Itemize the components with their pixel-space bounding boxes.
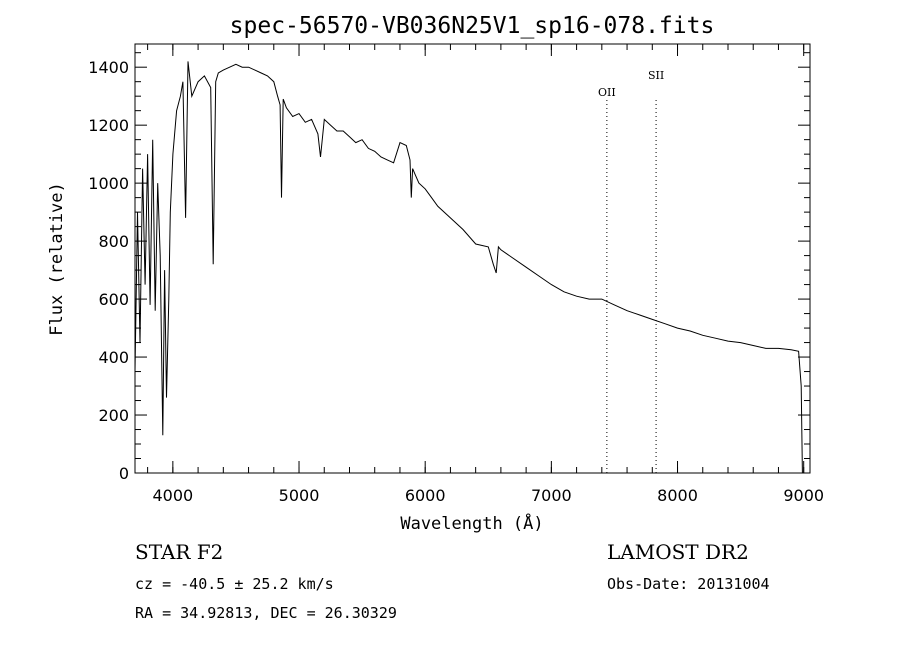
y-tick-label: 1000 [88,174,129,193]
y-axis-label: Flux (relative) [47,182,67,336]
y-tick-label: 400 [98,348,129,367]
y-tick-label: 0 [119,464,129,483]
plot-frame [134,43,811,474]
object-class: STAR F2 [135,540,224,564]
survey-name: LAMOST DR2 [607,540,749,564]
x-axis-label: Wavelength (Å) [400,512,543,534]
y-tick-label: 200 [98,406,129,425]
x-tick-label: 9000 [783,486,824,505]
x-tick-label: 6000 [405,486,446,505]
line-label-sii: SII [648,69,664,82]
y-tick-label: 1400 [88,58,129,77]
y-tick-label: 1200 [88,116,129,135]
chart-title: spec-56570-VB036N25V1_sp16-078.fits [230,13,715,39]
axis-ticks [135,44,810,474]
redshift-info: cz = -40.5 ± 25.2 km/s [135,575,334,593]
x-tick-label: 4000 [152,486,193,505]
y-tick-label: 600 [98,290,129,309]
y-tick-label: 800 [98,232,129,251]
spectrum-line [134,61,804,474]
x-tick-label: 7000 [531,486,572,505]
x-tick-label: 8000 [657,486,698,505]
observation-date: Obs-Date: 20131004 [607,575,770,593]
coordinates: RA = 34.92813, DEC = 26.30329 [135,604,397,622]
line-label-oii: OII [598,86,616,99]
emission-line-markers: OII SII [598,69,664,473]
x-tick-labels: 4000 5000 6000 7000 8000 9000 [152,486,824,505]
x-tick-label: 5000 [279,486,320,505]
y-tick-labels: 0 200 400 600 800 1000 1200 1400 [88,58,129,483]
